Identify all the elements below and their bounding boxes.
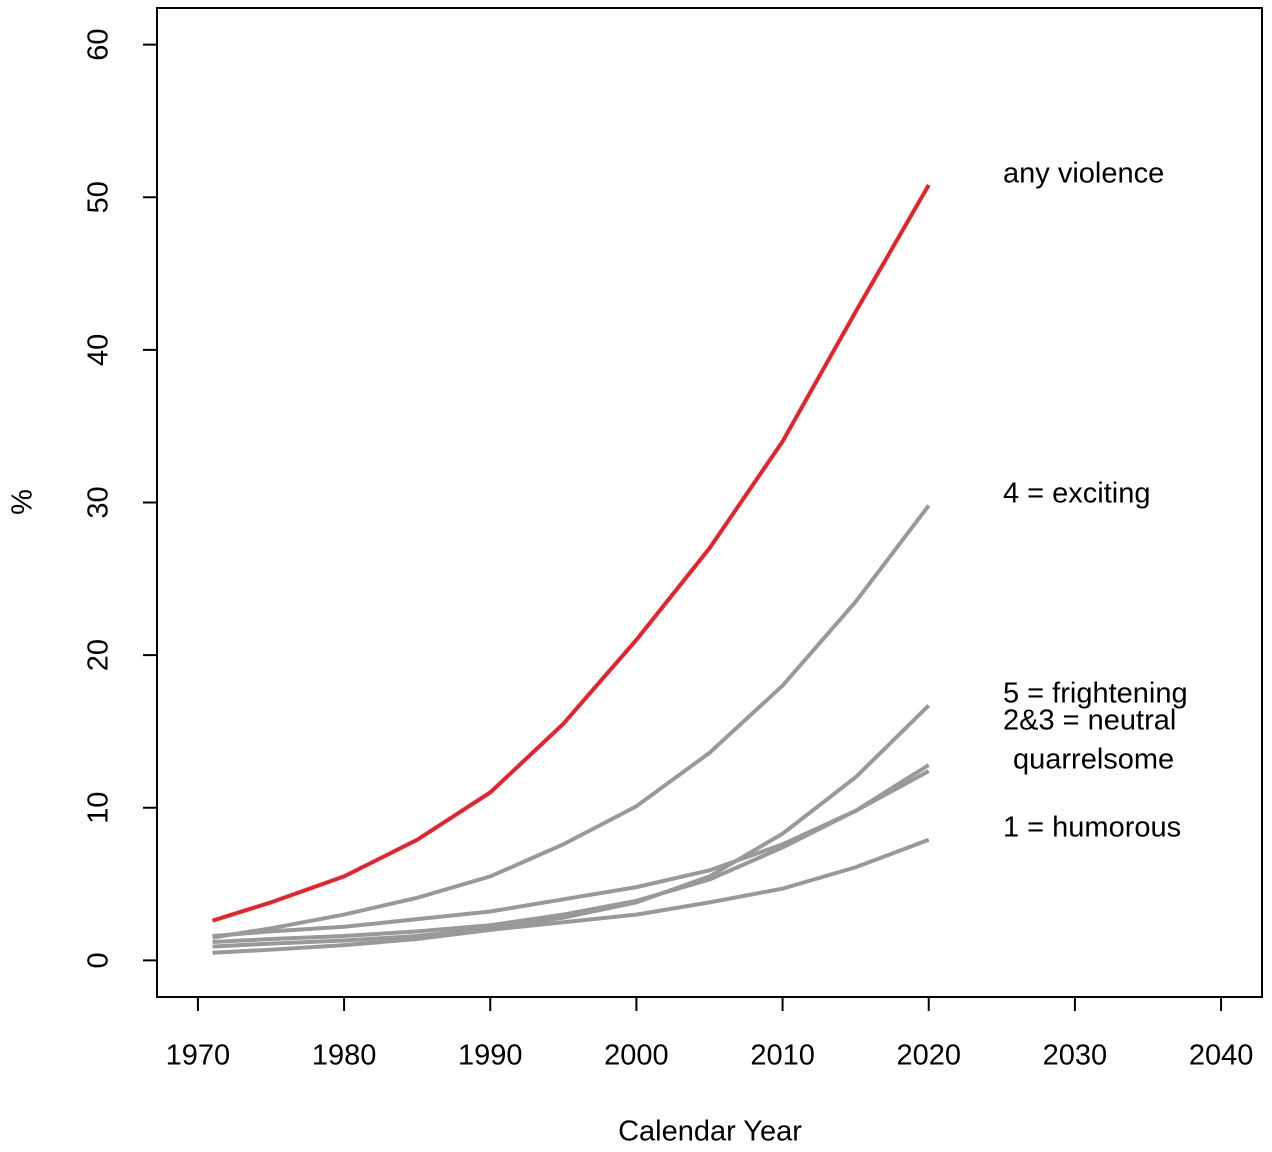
x-tick-label: 2020 xyxy=(896,1040,961,1072)
x-tick-label: 2040 xyxy=(1189,1040,1254,1072)
series-label: any violence xyxy=(1003,158,1164,190)
series-label: 5 = frightening xyxy=(1003,678,1188,710)
x-tick-label: 2000 xyxy=(604,1040,669,1072)
y-tick-label: 10 xyxy=(83,792,115,824)
y-axis-title: % xyxy=(7,489,39,515)
y-tick-label: 60 xyxy=(83,28,115,60)
x-tick-label: 1990 xyxy=(458,1040,523,1072)
y-tick-label: 50 xyxy=(83,181,115,213)
y-tick-label: 30 xyxy=(83,486,115,518)
series-line xyxy=(212,704,931,949)
x-tick-label: 2010 xyxy=(750,1040,815,1072)
x-tick-label: 2030 xyxy=(1043,1040,1108,1072)
series-line xyxy=(212,504,931,940)
x-tick-label: 1970 xyxy=(166,1040,231,1072)
series-label: 4 = exciting xyxy=(1003,478,1151,510)
x-tick-label: 1980 xyxy=(312,1040,377,1072)
series-line xyxy=(211,184,931,923)
y-tick-label: 40 xyxy=(83,334,115,366)
series-label: 1 = humorous xyxy=(1003,812,1181,844)
series-line xyxy=(212,837,930,955)
series-line xyxy=(212,769,930,938)
y-tick-label: 20 xyxy=(83,639,115,671)
y-tick-label: 0 xyxy=(83,952,115,968)
series-label: quarrelsome xyxy=(1013,744,1174,776)
x-axis-title: Calendar Year xyxy=(618,1116,802,1147)
series-label: 2&3 = neutral xyxy=(1003,705,1176,737)
